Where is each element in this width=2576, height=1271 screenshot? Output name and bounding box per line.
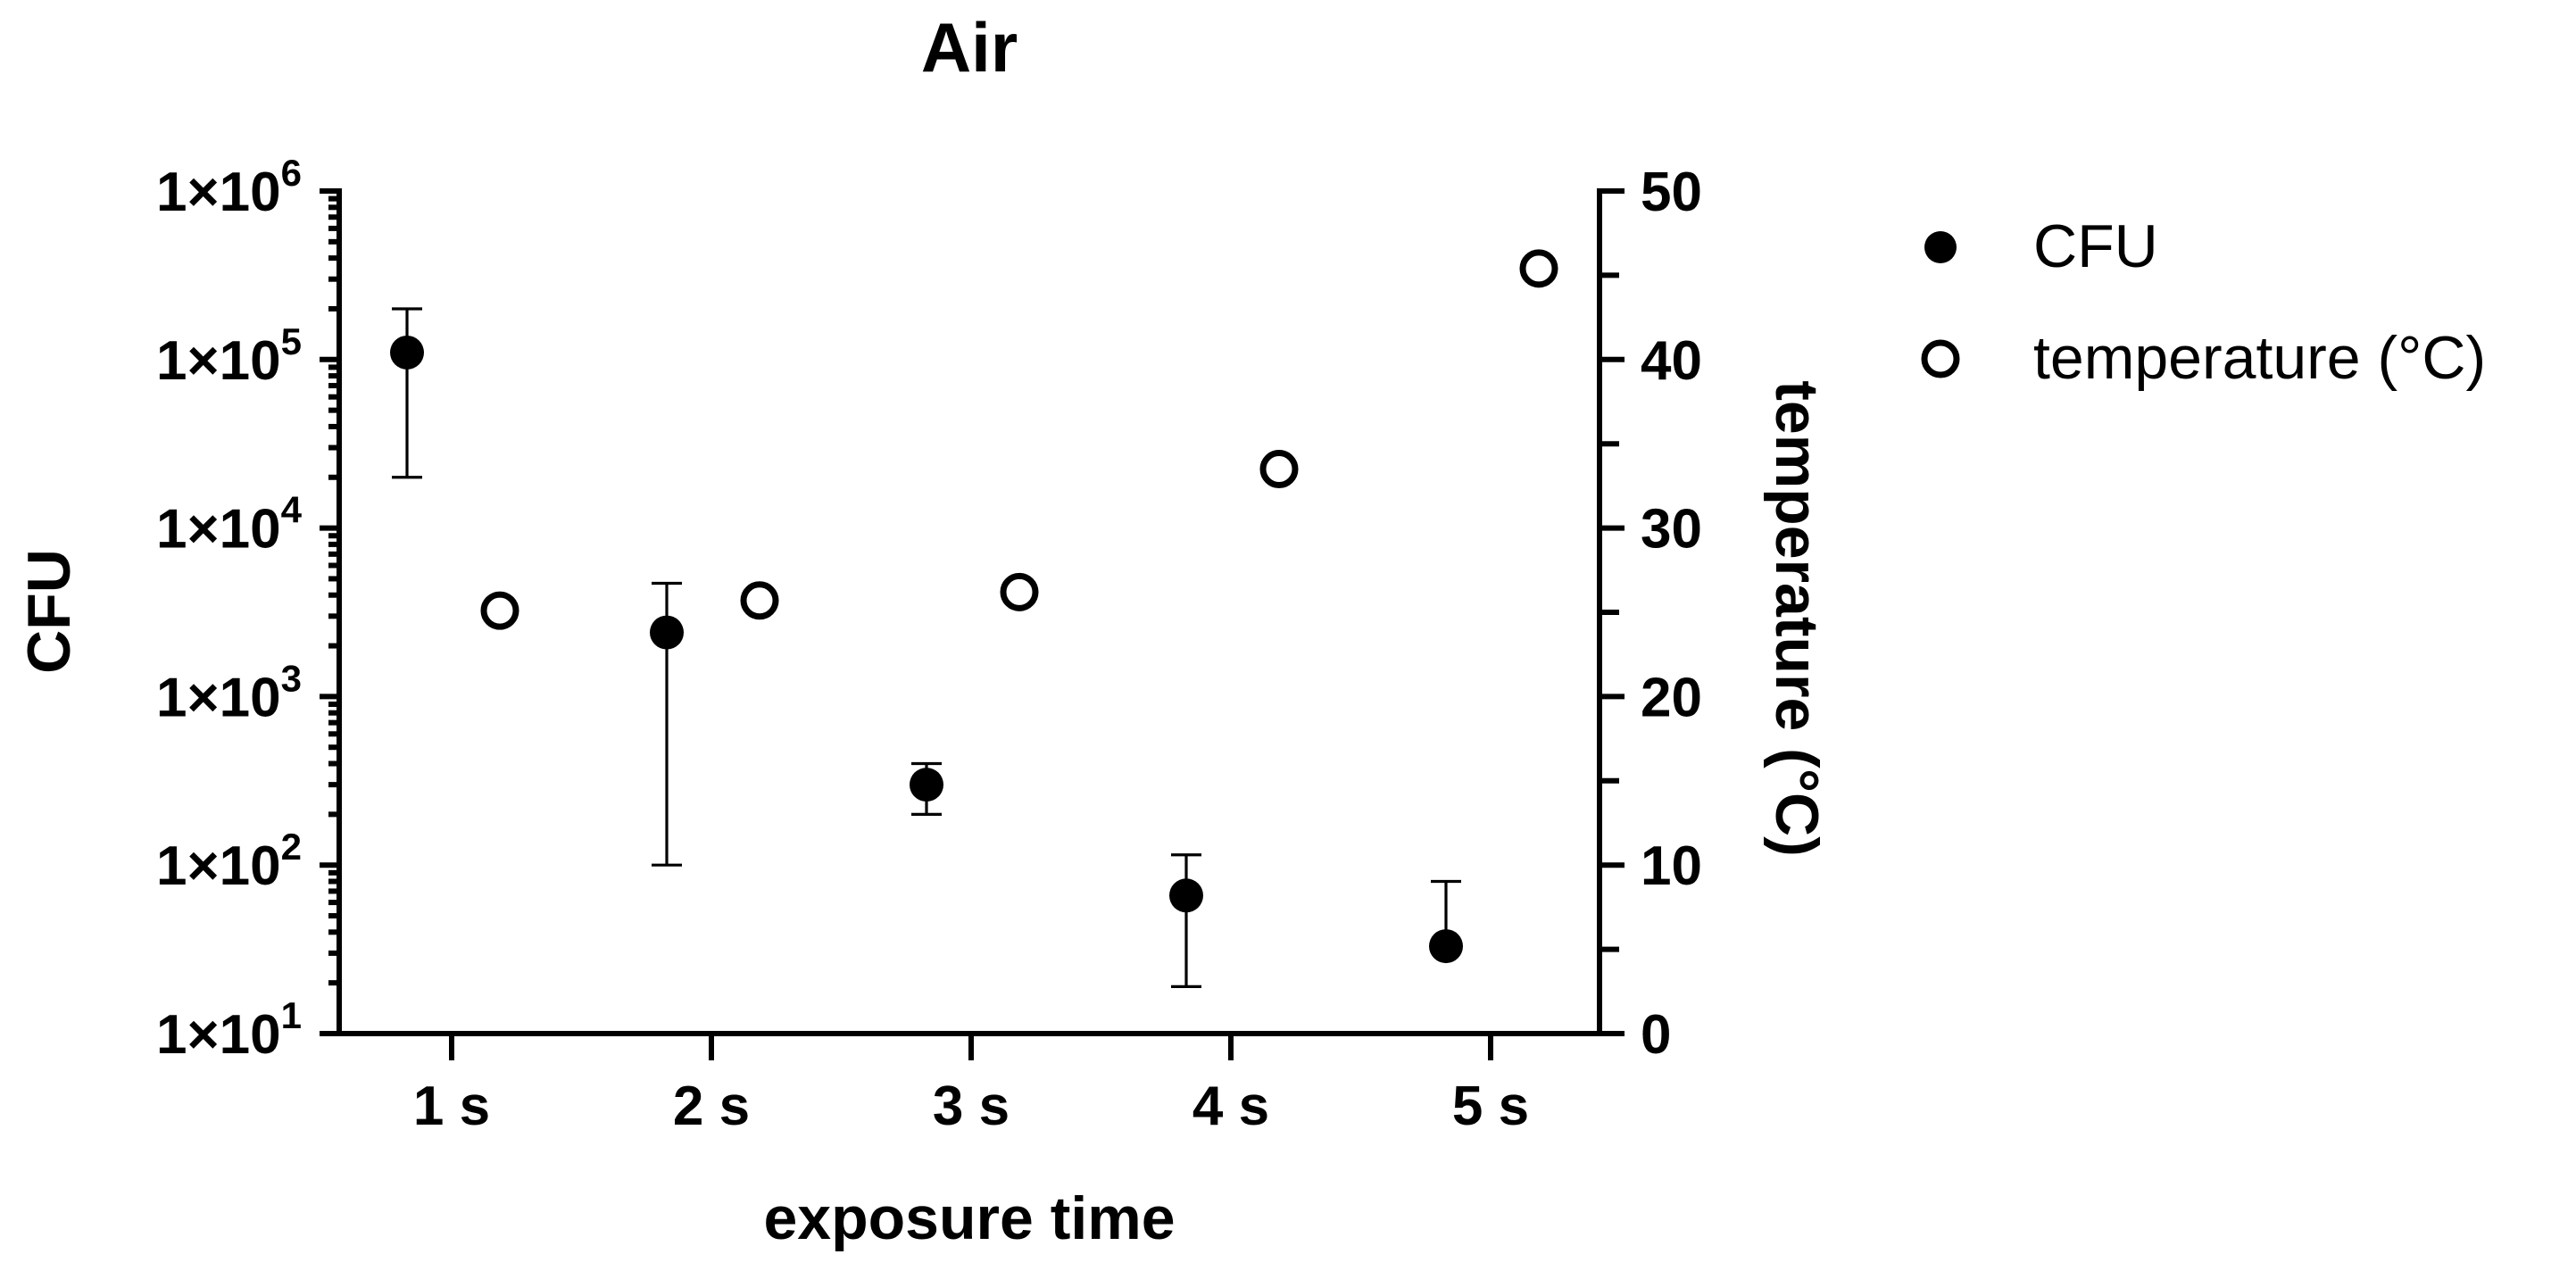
legend-label-temperature: temperature (°C) <box>2033 324 2486 392</box>
x-tick-label: 2 s <box>673 1076 750 1137</box>
cfu-point <box>910 768 943 802</box>
legend-marker-temperature <box>1921 339 1960 378</box>
x-axis-label: exposure time <box>763 1184 1175 1252</box>
left-tick-label: 1×101 <box>156 994 302 1066</box>
right-tick-label: 30 <box>1641 499 1702 561</box>
temperature-point <box>480 591 519 630</box>
x-tick-label: 1 s <box>413 1076 490 1137</box>
legend: CFU temperature (°C) <box>1921 212 2486 392</box>
x-tick-label: 4 s <box>1192 1076 1269 1137</box>
plot-area: 1×101 1×102 1×103 1×104 1×105 1×106 0 10 20 30 40 5… <box>156 152 1702 1137</box>
legend-marker-cfu <box>1924 231 1957 263</box>
chart-title: Air <box>921 8 1018 87</box>
temperature-point <box>1519 249 1558 288</box>
left-tick-label: 1×103 <box>156 657 302 728</box>
right-tick-label: 0 <box>1641 1004 1671 1066</box>
left-tick-label: 1×105 <box>156 320 302 392</box>
left-tick-label: 1×106 <box>156 152 302 223</box>
cfu-point <box>1429 929 1463 964</box>
temperature-point <box>1259 450 1299 489</box>
right-tick-label: 10 <box>1641 835 1702 897</box>
right-tick-label: 50 <box>1641 162 1702 223</box>
y-axis-label-left: CFU <box>15 549 83 674</box>
x-tick-label: 3 s <box>933 1076 1010 1137</box>
cfu-point <box>390 335 424 370</box>
cfu-point <box>1169 878 1203 913</box>
left-tick-label: 1×104 <box>156 489 303 561</box>
temperature-point <box>740 581 779 620</box>
x-tick-label: 5 s <box>1452 1076 1529 1137</box>
temperature-point <box>1000 572 1039 611</box>
y-axis-label-right: temperature (°C) <box>1763 380 1831 857</box>
left-tick-label: 1×102 <box>156 826 302 897</box>
cfu-point <box>650 615 684 650</box>
right-tick-label: 40 <box>1641 330 1702 392</box>
right-tick-label: 20 <box>1641 667 1702 728</box>
legend-label-cfu: CFU <box>2033 212 2158 280</box>
